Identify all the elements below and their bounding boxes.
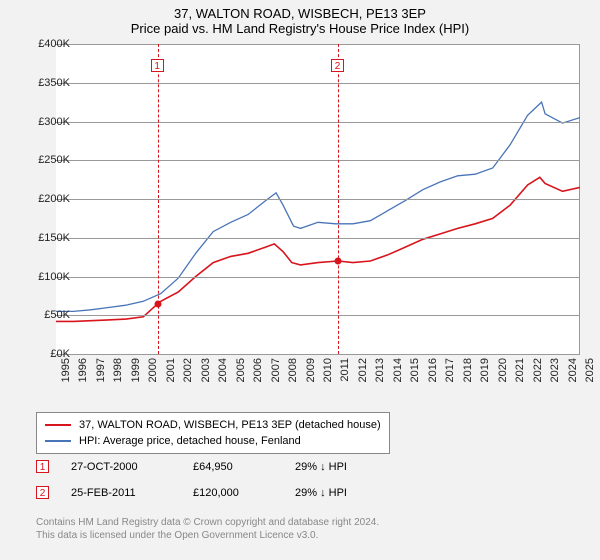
marker-line bbox=[158, 44, 159, 354]
attribution: Contains HM Land Registry data © Crown c… bbox=[36, 516, 379, 542]
sale-price: £120,000 bbox=[193, 487, 273, 499]
y-gridline bbox=[56, 238, 580, 239]
legend: 37, WALTON ROAD, WISBECH, PE13 3EP (deta… bbox=[36, 412, 390, 454]
sale-marker-badge: 1 bbox=[36, 460, 49, 473]
x-axis-label: 2012 bbox=[357, 358, 369, 382]
y-axis-label: £50K bbox=[20, 309, 70, 321]
x-axis-label: 1995 bbox=[60, 358, 72, 382]
y-axis-label: £250K bbox=[20, 154, 70, 166]
y-axis-label: £350K bbox=[20, 77, 70, 89]
sale-delta: 29% ↓ HPI bbox=[295, 487, 347, 499]
y-axis-label: £200K bbox=[20, 193, 70, 205]
x-axis-label: 2011 bbox=[339, 358, 351, 382]
x-axis-label: 2014 bbox=[392, 358, 404, 382]
chart-container: 37, WALTON ROAD, WISBECH, PE13 3EP Price… bbox=[0, 0, 600, 560]
x-axis-label: 2017 bbox=[444, 358, 456, 382]
x-axis-label: 2016 bbox=[427, 358, 439, 382]
y-gridline bbox=[56, 44, 580, 45]
x-axis-label: 1999 bbox=[130, 358, 142, 382]
x-axis-label: 2008 bbox=[287, 358, 299, 382]
x-axis-label: 2009 bbox=[305, 358, 317, 382]
legend-swatch bbox=[45, 424, 71, 426]
sale-row: 1 27-OCT-2000 £64,950 29% ↓ HPI bbox=[36, 460, 347, 473]
y-gridline bbox=[56, 354, 580, 355]
x-axis-label: 2005 bbox=[235, 358, 247, 382]
legend-row: HPI: Average price, detached house, Fenl… bbox=[45, 433, 381, 449]
y-axis-label: £400K bbox=[20, 38, 70, 50]
x-axis-label: 2019 bbox=[479, 358, 491, 382]
y-axis-label: £100K bbox=[20, 271, 70, 283]
marker-badge: 2 bbox=[331, 59, 344, 72]
y-gridline bbox=[56, 160, 580, 161]
x-axis-label: 2001 bbox=[165, 358, 177, 382]
legend-label: HPI: Average price, detached house, Fenl… bbox=[79, 435, 301, 447]
x-axis-label: 2020 bbox=[497, 358, 509, 382]
attribution-line: Contains HM Land Registry data © Crown c… bbox=[36, 516, 379, 529]
sale-marker-badge: 2 bbox=[36, 486, 49, 499]
x-axis-label: 2003 bbox=[200, 358, 212, 382]
x-axis-label: 2010 bbox=[322, 358, 334, 382]
y-gridline bbox=[56, 277, 580, 278]
y-axis-label: £150K bbox=[20, 232, 70, 244]
x-axis-label: 2013 bbox=[374, 358, 386, 382]
marker-line bbox=[338, 44, 339, 354]
marker-badge: 1 bbox=[151, 59, 164, 72]
chart-title-sub: Price paid vs. HM Land Registry's House … bbox=[0, 21, 600, 40]
x-axis-label: 2007 bbox=[270, 358, 282, 382]
attribution-line: This data is licensed under the Open Gov… bbox=[36, 529, 379, 542]
legend-label: 37, WALTON ROAD, WISBECH, PE13 3EP (deta… bbox=[79, 419, 381, 431]
sale-dot bbox=[154, 300, 161, 307]
x-axis-label: 2023 bbox=[549, 358, 561, 382]
x-axis-label: 2015 bbox=[409, 358, 421, 382]
y-gridline bbox=[56, 122, 580, 123]
legend-swatch bbox=[45, 440, 71, 442]
y-gridline bbox=[56, 83, 580, 84]
x-axis-label: 2002 bbox=[182, 358, 194, 382]
sale-delta: 29% ↓ HPI bbox=[295, 461, 347, 473]
x-axis-label: 2004 bbox=[217, 358, 229, 382]
x-axis-label: 2000 bbox=[147, 358, 159, 382]
x-axis-label: 2021 bbox=[514, 358, 526, 382]
x-axis-label: 2025 bbox=[584, 358, 596, 382]
x-axis-label: 2022 bbox=[532, 358, 544, 382]
y-gridline bbox=[56, 199, 580, 200]
sale-dot bbox=[335, 258, 342, 265]
y-gridline bbox=[56, 315, 580, 316]
sale-date: 25-FEB-2011 bbox=[71, 487, 171, 499]
sale-date: 27-OCT-2000 bbox=[71, 461, 171, 473]
x-axis-label: 1997 bbox=[95, 358, 107, 382]
sale-row: 2 25-FEB-2011 £120,000 29% ↓ HPI bbox=[36, 486, 347, 499]
chart-title-address: 37, WALTON ROAD, WISBECH, PE13 3EP bbox=[0, 0, 600, 21]
legend-row: 37, WALTON ROAD, WISBECH, PE13 3EP (deta… bbox=[45, 417, 381, 433]
series-hpi bbox=[56, 102, 580, 311]
x-axis-label: 2018 bbox=[462, 358, 474, 382]
x-axis-label: 2006 bbox=[252, 358, 264, 382]
y-axis-label: £300K bbox=[20, 116, 70, 128]
x-axis-label: 1998 bbox=[112, 358, 124, 382]
x-axis-label: 1996 bbox=[77, 358, 89, 382]
sale-price: £64,950 bbox=[193, 461, 273, 473]
x-axis-label: 2024 bbox=[567, 358, 579, 382]
